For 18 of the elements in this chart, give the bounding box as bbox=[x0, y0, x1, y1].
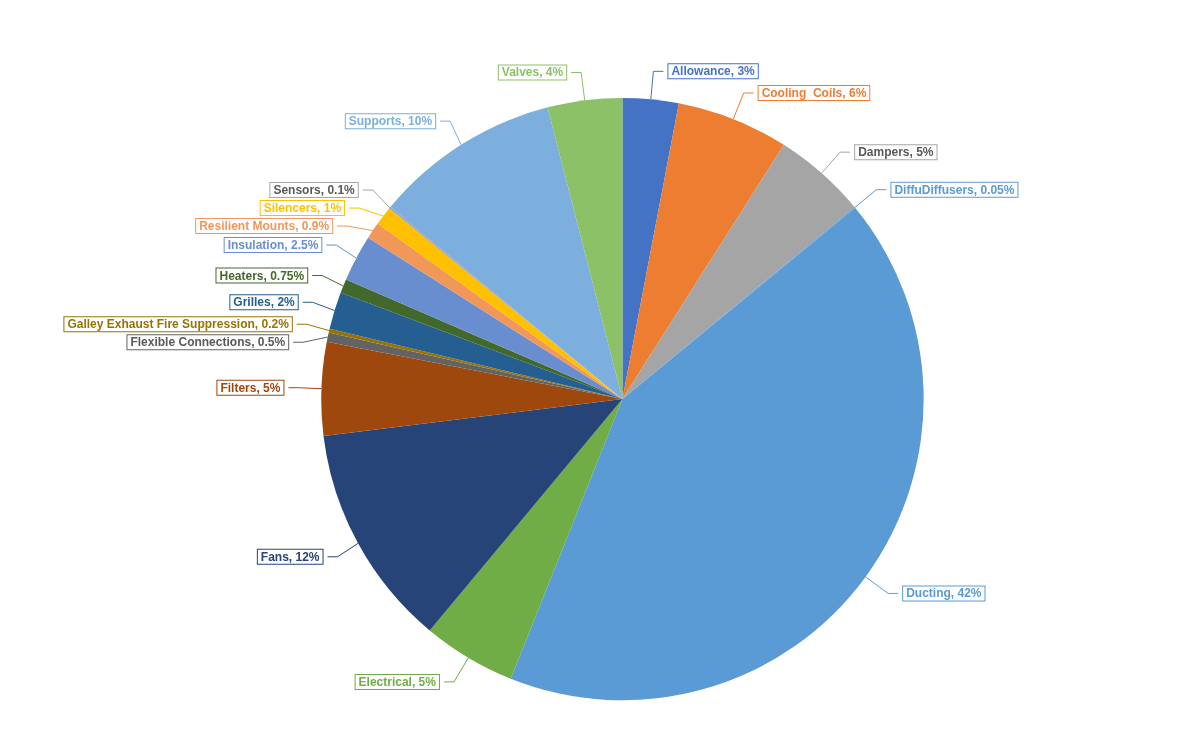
slice-label: Supports, 10% bbox=[348, 114, 433, 129]
slice-label: Ducting, 42% bbox=[906, 586, 982, 601]
slice-label: Filters, 5% bbox=[220, 380, 281, 395]
slice-label: Fans, 12% bbox=[260, 549, 320, 564]
slice-label: Valves, 4% bbox=[501, 65, 564, 80]
slice-label: Insulation, 2.5% bbox=[227, 238, 319, 253]
slice-label: Allowance, 3% bbox=[671, 64, 756, 79]
slice-label: Heaters, 0.75% bbox=[219, 268, 305, 283]
slice-label: DiffuDiffusers, 0.05% bbox=[894, 182, 1015, 197]
slice-label: Flexible Connections, 0.5% bbox=[130, 335, 286, 350]
slice-label: Electrical, 5% bbox=[358, 674, 437, 689]
slice-label: Cooling Coils, 6% bbox=[761, 86, 867, 101]
slice-label: Dampers, 5% bbox=[858, 145, 934, 160]
slice-label: Grilles, 2% bbox=[233, 295, 296, 310]
slice-label: Silencers, 1% bbox=[263, 201, 342, 216]
slice-label: Sensors, 0.1% bbox=[273, 183, 356, 198]
slice-label: Resilient Mounts, 0.9% bbox=[199, 219, 330, 234]
slice-label: Galley Exhaust Fire Suppression, 0.2% bbox=[67, 317, 290, 332]
